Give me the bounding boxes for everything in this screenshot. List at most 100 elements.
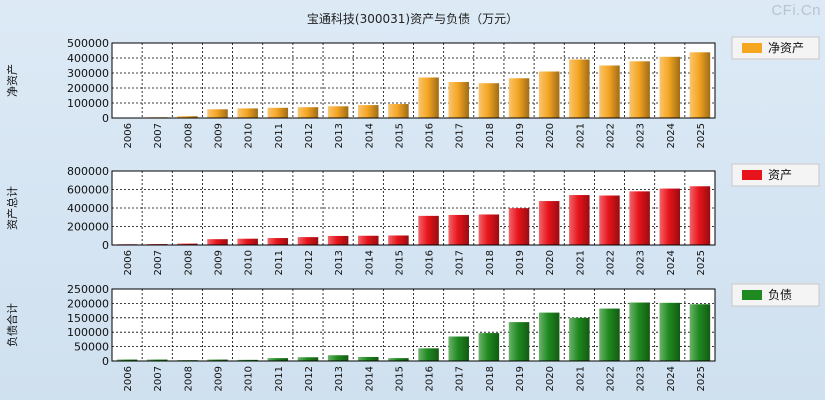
legend-swatch	[742, 290, 762, 300]
bar-2007: 2007: 5000	[146, 359, 168, 361]
bar-2022: 2022: 535000	[599, 195, 620, 245]
x-tick-label: 2014	[364, 250, 375, 275]
legend-swatch	[742, 170, 762, 180]
bar-2009: 2009: 63000	[207, 239, 228, 245]
y-tick-label: 50000	[74, 341, 109, 354]
bar-2025: 2025: 635000	[689, 186, 711, 245]
brand-watermark: CFi.Cn	[771, 2, 821, 19]
bar-2009: 2009: 58000	[207, 109, 228, 118]
x-tick-label: 2023	[636, 250, 647, 275]
x-tick-label: 2021	[575, 123, 586, 148]
legend-swatch	[742, 43, 762, 53]
bar-2010: 2010: 64000	[237, 108, 258, 118]
bar-2012: 2012: 13000	[297, 357, 319, 361]
y-axis-label: 负债合计	[5, 303, 19, 347]
bar-2020: 2020: 168000	[538, 312, 560, 361]
x-tick-label: 2019	[515, 123, 526, 148]
x-tick-label: 2013	[334, 123, 345, 148]
bar-2021: 2021: 540000	[569, 195, 590, 245]
y-tick-label: 500000	[67, 37, 109, 50]
x-tick-label: 2006	[123, 366, 134, 391]
legend: 净资产	[731, 36, 820, 60]
x-tick-label: 2019	[515, 250, 526, 275]
bar-2022: 2022: 182000	[599, 308, 620, 361]
x-tick-label: 2022	[605, 250, 616, 275]
y-tick-label: 400000	[67, 52, 109, 65]
bar-2017: 2017: 85000	[448, 336, 469, 361]
bar-2019: 2019: 135000	[508, 322, 530, 361]
x-tick-label: 2016	[425, 123, 436, 148]
bar-2011: 2011: 75000	[267, 238, 289, 245]
legend-box	[731, 36, 820, 60]
bar-2010: 2010: 4000	[237, 359, 258, 361]
legend-box	[731, 283, 820, 307]
x-tick-label: 2013	[334, 250, 345, 275]
y-tick-label: 250000	[67, 283, 109, 296]
bar-2015: 2015: 103000	[388, 235, 409, 245]
bar-2013: 2013: 20000	[327, 355, 349, 361]
y-tick-label: 0	[102, 355, 109, 368]
x-tick-label: 2016	[425, 250, 436, 275]
x-tick-label: 2012	[304, 366, 315, 391]
x-tick-label: 2008	[183, 250, 194, 275]
y-tick-label: 200000	[67, 82, 109, 95]
legend: 负债	[731, 283, 820, 307]
x-tick-label: 2025	[696, 366, 707, 391]
bar-2015: 2015: 93000	[388, 104, 409, 118]
x-tick-label: 2022	[605, 366, 616, 391]
x-tick-label: 2018	[485, 123, 496, 148]
plot-border	[111, 288, 716, 362]
bar-2019: 2019: 398000	[508, 208, 530, 245]
x-tick-label: 2009	[214, 250, 225, 275]
x-tick-label: 2017	[455, 366, 466, 391]
x-tick-label: 2007	[153, 250, 164, 275]
bar-2016: 2016: 270000	[418, 77, 439, 118]
bar-2023: 2023: 580000	[629, 191, 650, 245]
legend-box	[731, 163, 820, 187]
x-tick-label: 2006	[123, 123, 134, 148]
y-tick-label: 200000	[67, 221, 109, 234]
x-tick-label: 2022	[605, 123, 616, 148]
x-tick-label: 2025	[696, 250, 707, 275]
bar-2014: 2014: 100000	[358, 235, 379, 245]
bar-2009: 2009: 5000	[207, 359, 228, 361]
y-tick-label: 300000	[67, 67, 109, 80]
x-tick-label: 2011	[274, 250, 285, 275]
bar-2021: 2021: 390000	[569, 59, 590, 118]
x-tick-label: 2020	[545, 250, 556, 275]
x-tick-label: 2011	[274, 123, 285, 148]
x-tick-label: 2007	[153, 123, 164, 148]
x-tick-label: 2020	[545, 366, 556, 391]
bar-2014: 2014: 86000	[358, 105, 379, 118]
legend-label: 负债	[768, 288, 792, 302]
bar-2011: 2011: 10000	[267, 358, 289, 361]
bar-2016: 2016: 44000	[418, 348, 439, 361]
bar-2018: 2018: 97000	[478, 333, 500, 361]
bar-2014: 2014: 14000	[358, 356, 379, 361]
x-tick-label: 2012	[304, 250, 315, 275]
x-tick-label: 2014	[364, 366, 375, 391]
bar-2016: 2016: 315000	[418, 215, 439, 245]
bar-2017: 2017: 325000	[448, 214, 469, 245]
bar-2008: 2008: 15000	[177, 243, 198, 245]
y-tick-label: 150000	[67, 312, 109, 325]
y-axis-label: 净资产	[5, 64, 19, 97]
bar-2011: 2011: 68000	[267, 107, 289, 118]
y-tick-label: 200000	[67, 297, 109, 310]
x-tick-label: 2018	[485, 250, 496, 275]
x-tick-label: 2012	[304, 123, 315, 148]
bar-2017: 2017: 240000	[448, 82, 469, 118]
plot-border	[111, 170, 716, 246]
x-tick-label: 2023	[636, 123, 647, 148]
x-tick-label: 2020	[545, 123, 556, 148]
x-tick-label: 2024	[666, 123, 677, 148]
bar-2024: 2024: 408000	[659, 56, 681, 118]
x-tick-label: 2017	[455, 250, 466, 275]
x-tick-label: 2010	[244, 250, 255, 275]
x-tick-label: 2007	[153, 366, 164, 391]
x-tick-label: 2025	[696, 123, 707, 148]
bar-2012: 2012: 85000	[297, 237, 319, 245]
